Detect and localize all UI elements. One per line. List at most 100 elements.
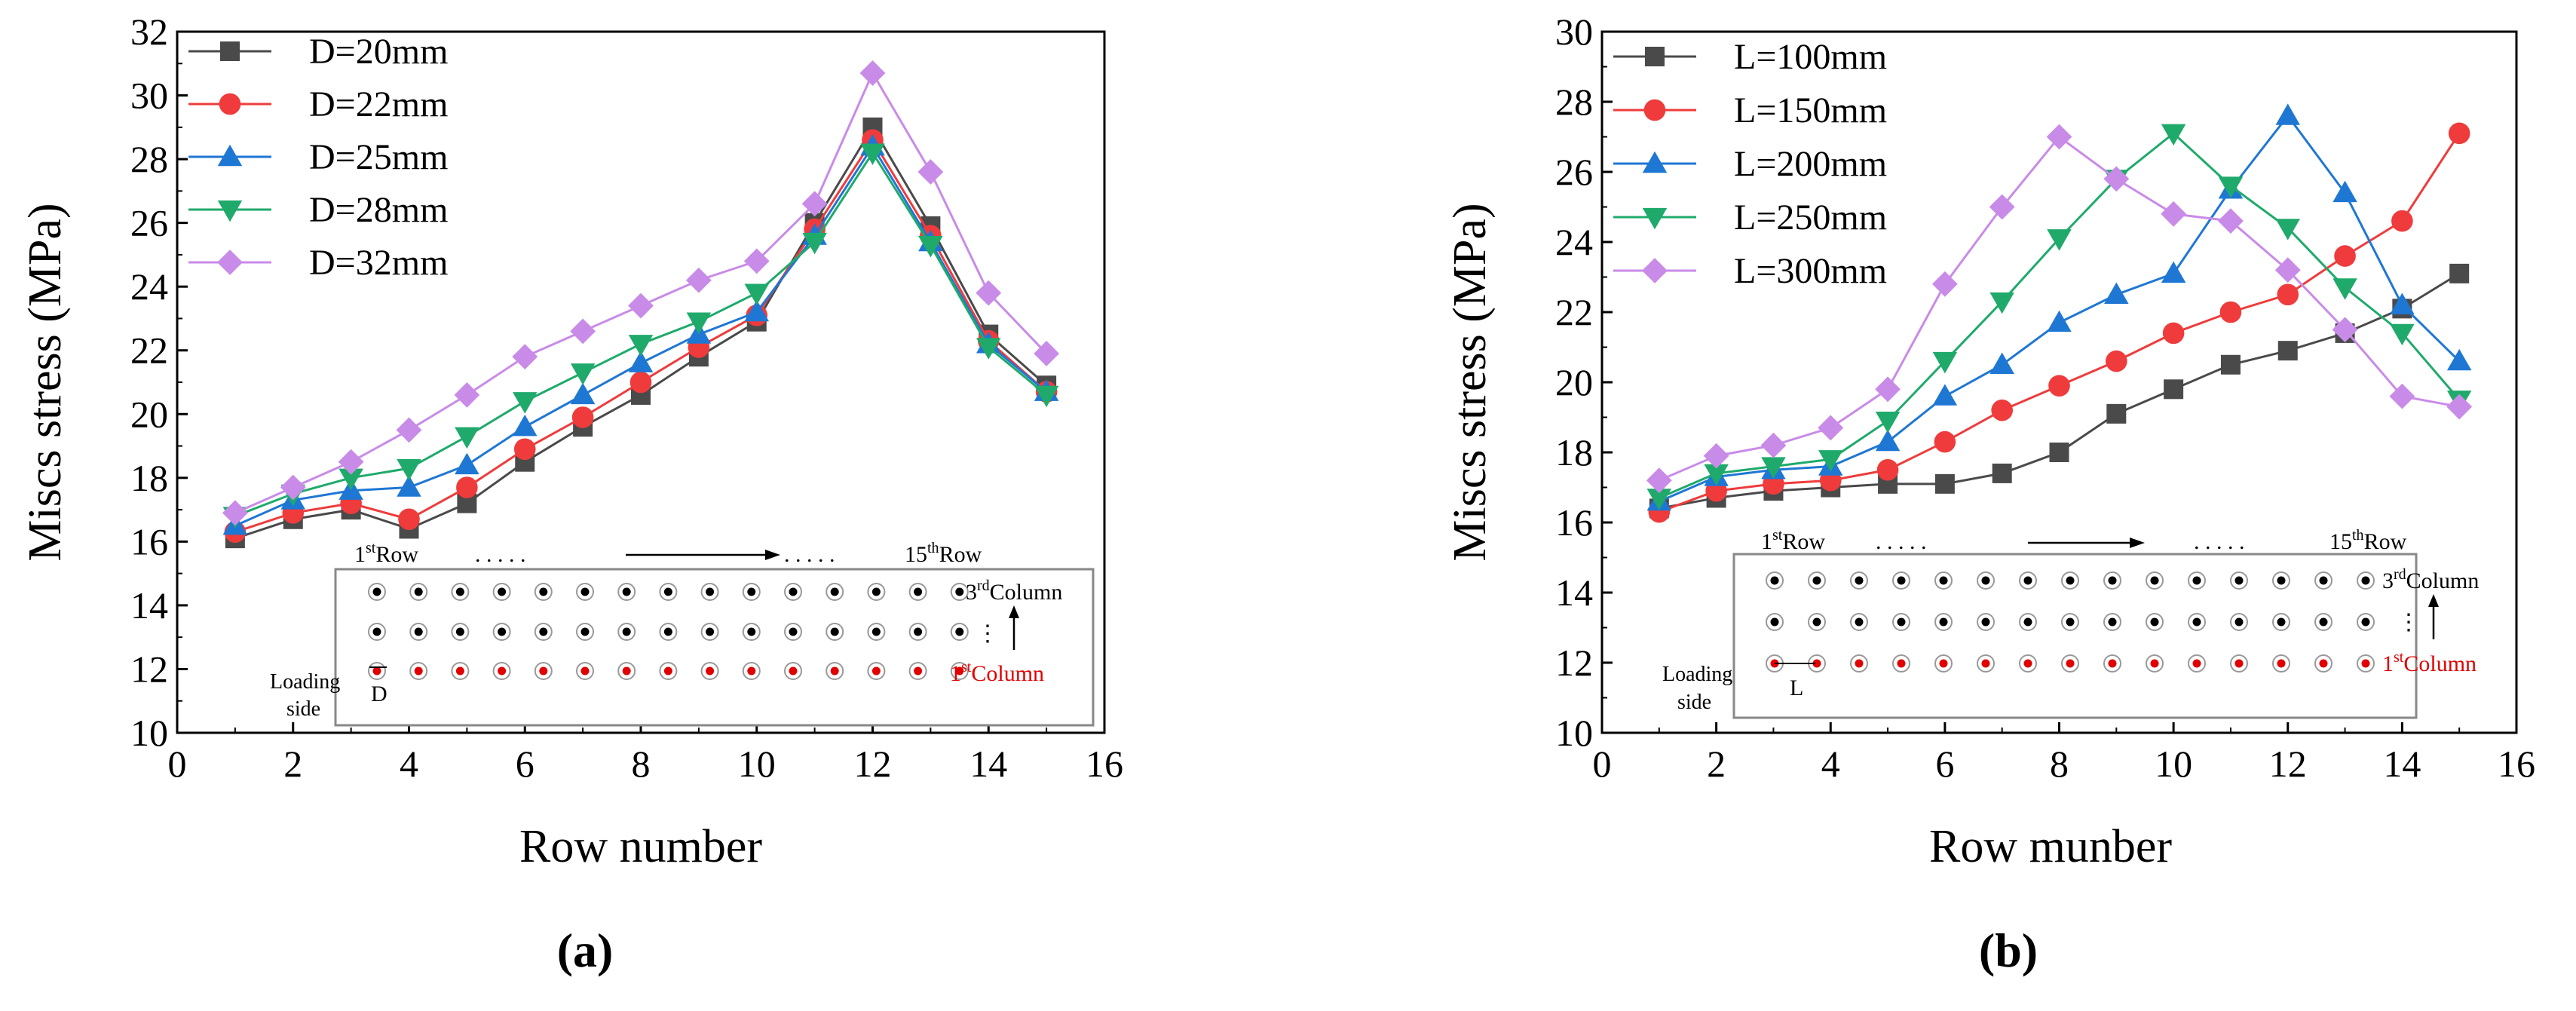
- legend-marker-a: [219, 93, 241, 115]
- data-point-b-4: [2390, 323, 2415, 346]
- legend-item-a-2: D=22mm: [188, 84, 448, 124]
- bolt-b: [1770, 617, 1779, 627]
- data-point-a-4: [628, 335, 654, 357]
- legend-label-b: L=200mm: [1734, 144, 1887, 184]
- legend-item-b-2: L=150mm: [1613, 90, 1887, 130]
- bolt-a: [830, 587, 839, 596]
- bolt-a: [871, 666, 881, 676]
- legend-marker-a: [217, 200, 243, 222]
- data-point-a-4: [455, 427, 479, 449]
- bolt-b: [1770, 576, 1779, 585]
- data-point-b-3: [2446, 348, 2472, 371]
- data-point-b-3: [1932, 384, 1958, 406]
- legend-label-a: D=22mm: [309, 84, 448, 124]
- series-b-5: [1646, 124, 2473, 494]
- bolt-b: [2066, 659, 2075, 668]
- data-point-b-1: [2449, 263, 2470, 283]
- data-point-a-3: [455, 452, 479, 475]
- bolt-b: [2361, 576, 2370, 585]
- bolt-b: [2319, 617, 2328, 627]
- bolt-a: [747, 587, 756, 596]
- data-point-b-4: [1761, 457, 1786, 479]
- data-point-a-5: [685, 267, 712, 293]
- y-tick-label-b: 20: [1555, 361, 1593, 403]
- bolt-b: [2234, 659, 2244, 668]
- bolt-a: [706, 587, 715, 596]
- bolt-b: [2192, 576, 2201, 585]
- bolt-a: [663, 627, 672, 636]
- data-point-a-2: [513, 438, 536, 461]
- inset-first-row-a: 1stRow: [354, 540, 418, 567]
- bolt-b: [1939, 576, 1948, 585]
- legend-item-a-1: D=20mm: [188, 32, 448, 72]
- data-point-b-1: [2049, 443, 2069, 462]
- data-point-b-1: [2220, 354, 2241, 375]
- bolt-b: [2361, 617, 2370, 627]
- y-axis-label-a: Miscs stress (MPa): [20, 203, 71, 561]
- data-point-b-5: [2332, 317, 2358, 343]
- inset-dots-left-b: . . . . .: [1876, 529, 1927, 554]
- data-point-b-5: [2161, 201, 2187, 227]
- legend-a: D=20mm D=22mm D=25mm D=28mm D=32mm: [188, 32, 448, 283]
- bolt-a: [871, 627, 881, 636]
- bolt-a: [955, 627, 964, 636]
- bolt-a: [580, 666, 590, 676]
- bolt-a: [706, 666, 715, 676]
- data-point-a-3: [513, 414, 538, 437]
- data-point-b-4: [2161, 124, 2186, 146]
- inset-column-arrowhead-a: [1009, 605, 1019, 618]
- y-tick-label-a: 12: [130, 648, 168, 690]
- bolt-b: [1897, 617, 1906, 627]
- data-point-b-4: [1704, 464, 1729, 486]
- data-point-b-2: [1876, 458, 1899, 481]
- legend-label-b: L=150mm: [1734, 90, 1887, 130]
- legend-label-a: D=25mm: [309, 137, 448, 177]
- y-tick-label-a: 18: [130, 457, 168, 499]
- bolt-a: [914, 587, 923, 596]
- bolt-a: [706, 627, 715, 636]
- y-tick-label-a: 22: [130, 329, 168, 372]
- legend-item-b-1: L=100mm: [1613, 37, 1887, 77]
- data-point-a-2: [398, 508, 420, 531]
- bolt-a: [498, 627, 507, 636]
- panel-label-b: (b): [1979, 924, 2038, 977]
- y-tick-label-a: 28: [130, 138, 168, 180]
- bolt-b: [1897, 576, 1906, 585]
- series-layer-b: [1646, 103, 2473, 523]
- data-point-b-1: [2164, 379, 2184, 400]
- bolt-b: [1981, 659, 1990, 668]
- data-point-b-2: [2106, 350, 2127, 372]
- data-point-a-5: [743, 248, 770, 274]
- data-point-b-4: [1818, 450, 1843, 472]
- inset-bolt-grid-b: [1766, 571, 2375, 672]
- y-tick-label-b: 18: [1555, 431, 1593, 473]
- y-tick-label-b: 30: [1555, 11, 1593, 53]
- x-tick-label-b: 4: [1821, 743, 1840, 785]
- plot-frame-b: [1600, 30, 2518, 734]
- data-point-b-5: [1875, 376, 1901, 403]
- data-point-b-2: [2162, 322, 2185, 345]
- y-tick-label-a: 10: [130, 712, 168, 754]
- bolt-a: [580, 587, 590, 596]
- bolt-b: [2277, 576, 2286, 585]
- y-tick-label-a: 14: [130, 584, 168, 627]
- inset-dimension-label-a: D: [371, 682, 387, 706]
- x-tick-label-a: 4: [400, 743, 418, 785]
- data-point-b-1: [1934, 473, 1955, 494]
- data-point-b-3: [1989, 352, 2014, 374]
- inset-last-row-a: 15thRow: [905, 540, 982, 567]
- bolt-b: [1812, 576, 1821, 585]
- bolt-b: [1855, 617, 1864, 627]
- inset-side-label-b: side: [1677, 691, 1711, 714]
- data-point-b-2: [2391, 210, 2413, 232]
- data-point-b-5: [2446, 394, 2473, 420]
- legend-marker-b: [1642, 151, 1668, 173]
- inset-third-column-b: 3rdColumn: [2382, 566, 2479, 593]
- y-tick-label-b: 14: [1555, 571, 1593, 614]
- data-point-a-4: [338, 468, 363, 491]
- bolt-a: [414, 627, 423, 636]
- data-point-a-4: [976, 338, 1001, 360]
- data-point-b-2: [2048, 375, 2070, 397]
